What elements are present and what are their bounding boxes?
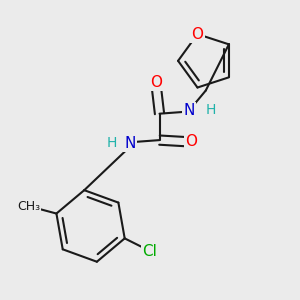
Text: CH₃: CH₃ (17, 200, 40, 213)
Text: O: O (185, 134, 197, 149)
Text: N: N (124, 136, 136, 151)
Text: H: H (106, 136, 117, 150)
Text: H: H (206, 103, 216, 117)
Text: O: O (150, 75, 162, 90)
Text: Cl: Cl (142, 244, 157, 259)
Text: N: N (184, 103, 195, 118)
Text: O: O (191, 27, 203, 42)
